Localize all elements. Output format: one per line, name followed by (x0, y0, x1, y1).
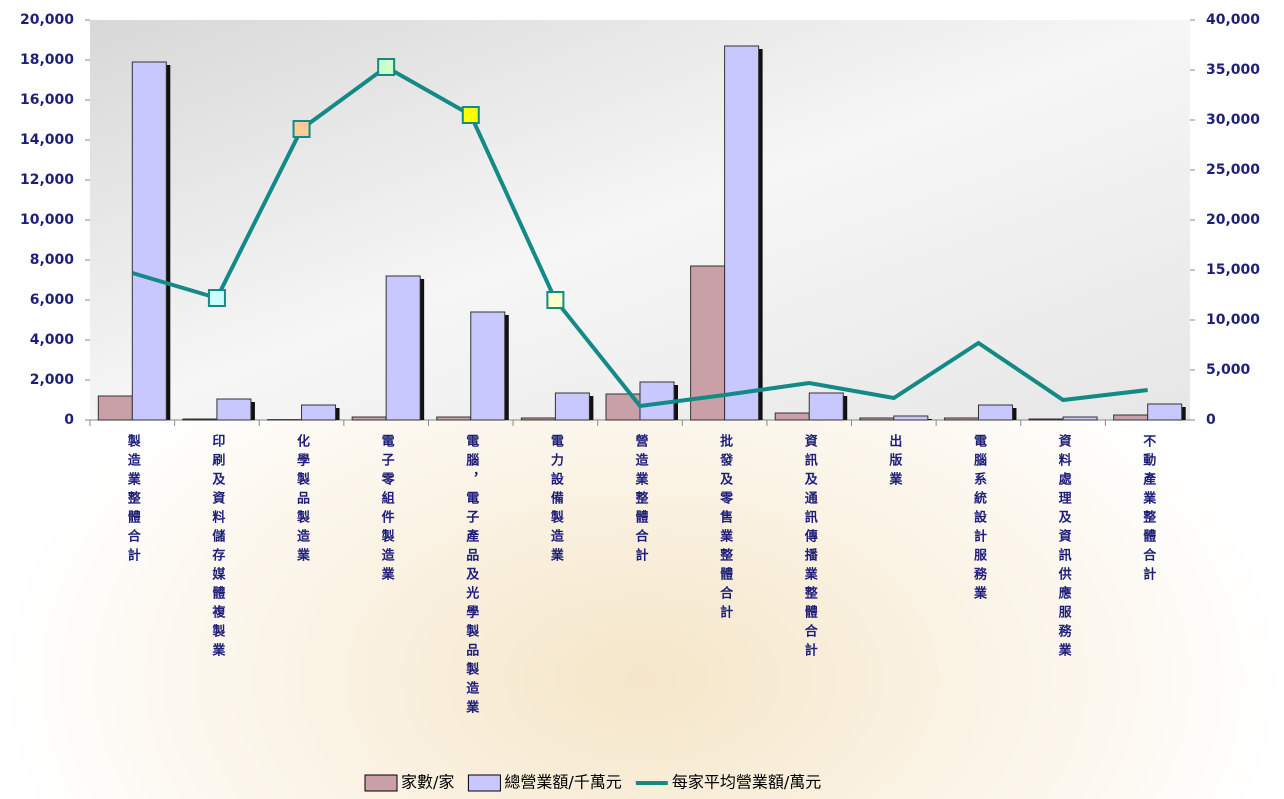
y-tick-label: 10,000 (20, 212, 74, 228)
legend-label: 每家平均營業額/萬元 (672, 773, 821, 792)
bar (808, 392, 844, 421)
y2-tick-label: 15,000 (1206, 262, 1260, 278)
y2-tick-label: 10,000 (1206, 312, 1260, 328)
bar (859, 417, 895, 421)
y2-tick-label: 35,000 (1206, 62, 1260, 78)
y2-tick-label: 0 (1206, 412, 1216, 428)
y2-tick-label: 30,000 (1206, 112, 1260, 128)
line-marker (546, 291, 565, 309)
y-tick-label: 0 (64, 412, 74, 428)
line-marker (461, 106, 480, 124)
y-tick-label: 14,000 (20, 132, 74, 148)
y2-tick-label: 40,000 (1206, 12, 1260, 28)
bar (1147, 403, 1183, 421)
x-tick-label: 資料處理及資訊供應服務業 (1056, 433, 1073, 662)
x-tick-label: 電腦，電子產品及光學製品製造業 (463, 434, 480, 719)
bar (351, 416, 387, 421)
bar (216, 398, 252, 421)
y-tick-label: 12,000 (20, 172, 74, 188)
bar (893, 415, 929, 421)
x-tick-label: 營造業整體合計 (633, 433, 650, 567)
y-tick-label: 20,000 (20, 12, 74, 28)
bar (977, 404, 1013, 421)
legend-label: 家數/家 (401, 773, 454, 792)
y-tick-label: 6,000 (30, 292, 75, 308)
bar (554, 392, 590, 421)
y2-tick-label: 5,000 (1206, 362, 1251, 378)
legend-label: 總營業額/千萬元 (504, 773, 621, 792)
y-tick-label: 8,000 (30, 252, 75, 268)
x-tick-label: 電子零組件製造業 (379, 434, 396, 586)
y-tick-label: 2,000 (30, 372, 75, 388)
y2-tick-label: 20,000 (1206, 212, 1260, 228)
bar (301, 404, 337, 421)
x-tick-label: 電力設備製造業 (548, 434, 565, 567)
bar (470, 311, 506, 421)
bar (1113, 414, 1149, 421)
y-tick-label: 18,000 (20, 52, 74, 68)
y-tick-label: 4,000 (30, 332, 75, 348)
x-tick-label: 出版業 (886, 433, 903, 491)
x-tick-label: 製造業整體合計 (125, 433, 142, 567)
x-tick-label: 化學製品製造業 (294, 433, 311, 567)
line-marker (292, 120, 311, 138)
y-tick-label: 16,000 (20, 92, 74, 108)
bar (520, 417, 556, 421)
bar (724, 45, 760, 421)
bar (943, 417, 979, 421)
x-tick-label: 批發及零售業整體合計 (717, 433, 734, 624)
bar (1062, 416, 1098, 421)
y2-tick-label: 25,000 (1206, 162, 1260, 178)
line-marker (207, 289, 226, 307)
line-marker (377, 58, 396, 76)
bar (97, 395, 133, 421)
x-tick-label: 不動產業整體合計 (1140, 434, 1157, 586)
legend-swatch (467, 774, 501, 792)
bar (1028, 418, 1064, 421)
bar (436, 416, 472, 421)
bar (774, 412, 810, 421)
bar (639, 381, 675, 421)
bar (182, 418, 218, 421)
legend-swatch (364, 774, 398, 792)
x-tick-label: 資訊及通訊傳播業整體合計 (802, 433, 819, 662)
x-tick-label: 電腦系統設計服務業 (971, 434, 988, 605)
x-tick-label: 印刷及資料儲存媒體複製業 (209, 434, 226, 662)
bar (131, 61, 167, 421)
bar (385, 275, 421, 421)
plot-area (90, 20, 1190, 420)
